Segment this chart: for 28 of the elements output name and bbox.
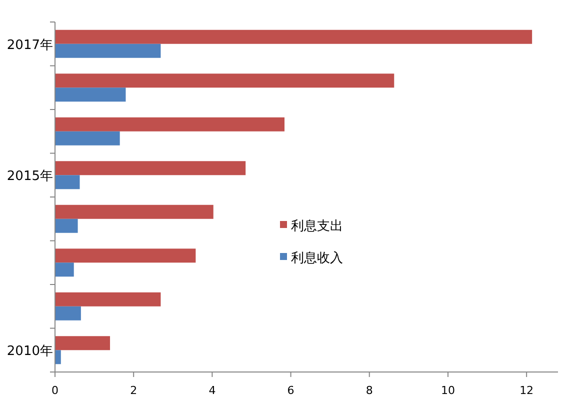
bar	[55, 175, 80, 190]
bar	[55, 88, 126, 102]
bar	[55, 306, 81, 320]
bar	[55, 336, 110, 350]
bar	[55, 350, 61, 364]
x-tick-label: 8	[366, 384, 373, 397]
bar	[55, 30, 532, 44]
x-tick-label: 4	[208, 384, 216, 397]
bar	[55, 262, 74, 277]
x-tick-label: 6	[287, 384, 294, 397]
x-tick-label: 10	[440, 384, 455, 397]
bar	[55, 218, 78, 233]
x-tick-label: 2	[130, 384, 138, 397]
bar	[55, 204, 214, 219]
bar	[55, 74, 394, 88]
y-tick-label: 2015年	[6, 169, 53, 184]
x-tick-label: 0	[52, 384, 58, 397]
bar	[55, 161, 246, 176]
legend-label: 利息收入	[291, 251, 343, 266]
x-tick-label: 12	[520, 384, 534, 397]
bar	[55, 117, 284, 132]
bar	[55, 248, 196, 263]
y-tick-label: 2010年	[6, 344, 53, 360]
y-tick-label: 2017年	[6, 38, 53, 53]
bar	[55, 292, 161, 306]
bar	[55, 44, 161, 58]
legend-label: 利息支出	[291, 219, 343, 234]
bar	[55, 131, 120, 146]
